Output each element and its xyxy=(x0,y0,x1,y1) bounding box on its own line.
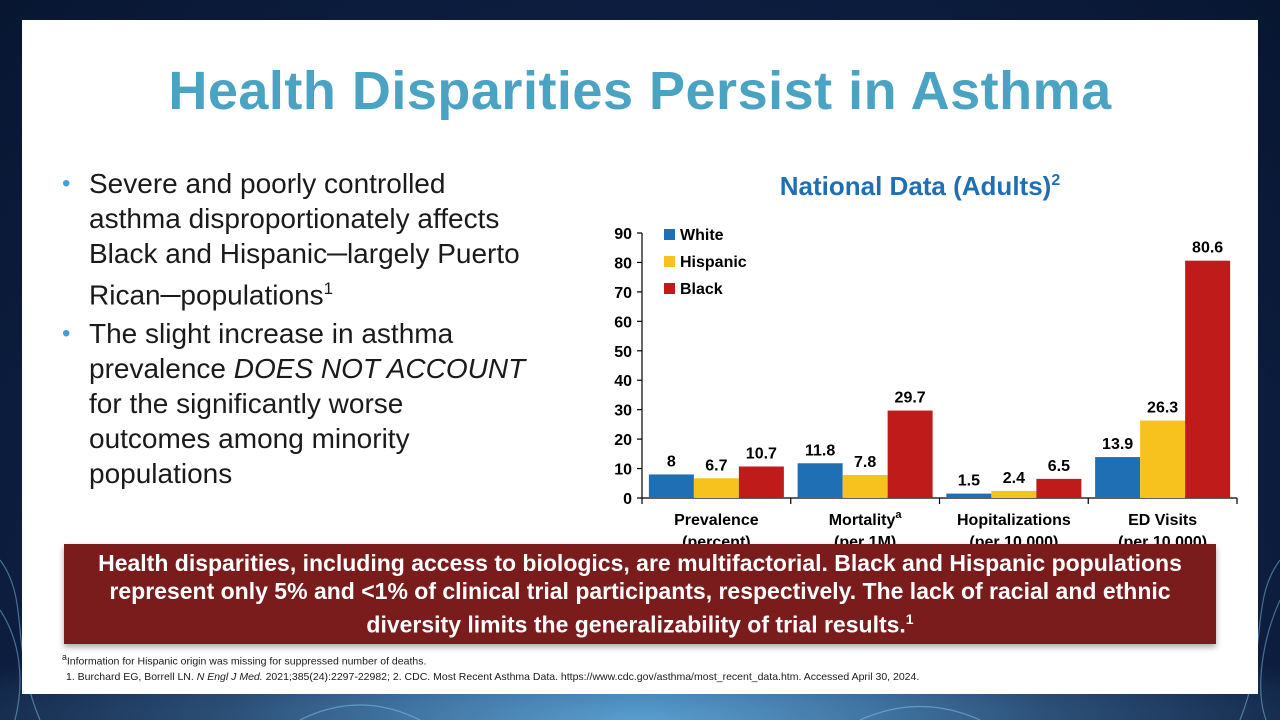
chart-title: National Data (Adults)2 xyxy=(780,171,1061,201)
bullet-item: • Severe and poorly controlled asthma dis… xyxy=(62,166,532,312)
y-tick-label: 10 xyxy=(614,462,632,479)
legend-label-white: White xyxy=(680,227,724,244)
bar-value-label: 7.8 xyxy=(854,454,876,471)
reference-text: 2021;385(24):2297-22982; 2. CDC. Most Re… xyxy=(262,671,920,683)
reference-journal: N Engl J Med. xyxy=(196,671,263,683)
bar-hispanic xyxy=(693,478,739,498)
x-category-label: ED Visits xyxy=(1128,512,1197,529)
y-tick-label: 30 xyxy=(614,403,632,420)
bar-value-label: 2.4 xyxy=(1003,470,1025,487)
footnote: aInformation for Hispanic origin was mis… xyxy=(62,652,426,668)
legend-swatch-hispanic xyxy=(664,256,675,267)
y-tick-label: 80 xyxy=(614,255,632,272)
y-tick-label: 70 xyxy=(614,285,632,302)
bar-black xyxy=(1185,260,1231,498)
bar-white xyxy=(648,474,694,498)
bar-hispanic xyxy=(842,475,888,498)
bar-white xyxy=(797,463,843,498)
y-tick-label: 50 xyxy=(614,344,632,361)
callout-text: Health disparities, including access to … xyxy=(98,550,1182,638)
bar-value-label: 13.9 xyxy=(1102,436,1133,453)
reference-text: 1. Burchard EG, Borrell LN. xyxy=(66,671,197,683)
y-tick-label: 40 xyxy=(614,373,632,390)
bullet-text: Severe and poorly controlled asthma disp… xyxy=(89,168,520,311)
bar-value-label: 11.8 xyxy=(805,442,835,459)
bar-hispanic xyxy=(991,490,1037,498)
y-tick-label: 20 xyxy=(614,432,632,449)
bullet-text: The slight increase in asthma prevalence xyxy=(89,318,454,385)
footnote-text: Information for Hispanic origin was miss… xyxy=(66,655,427,668)
bar-white xyxy=(1095,457,1141,498)
y-tick-label: 60 xyxy=(614,314,632,331)
bar-value-label: 26.3 xyxy=(1147,400,1178,417)
key-message-callout: Health disparities, including access to … xyxy=(64,544,1216,644)
bar-white xyxy=(946,493,992,498)
legend-label-black: Black xyxy=(680,281,723,298)
bar-black xyxy=(887,410,933,498)
bar-value-label: 10.7 xyxy=(746,445,777,462)
bullet-emphasis: DOES NOT ACCOUNT xyxy=(233,353,526,385)
bar-value-label: 6.7 xyxy=(705,457,727,474)
x-category-label: Hopitalizations xyxy=(957,512,1071,529)
callout-citation: 1 xyxy=(905,611,914,628)
legend-swatch-black xyxy=(664,283,675,294)
bullet-dot-icon: • xyxy=(62,320,71,348)
chart-title-citation: 2 xyxy=(1051,172,1060,189)
x-category-label: Mortalitya xyxy=(829,509,903,529)
bar-chart: National Data (Adults)2 0 10 20 30 40 50 60 70 8… xyxy=(614,171,1238,551)
bar-value-label: 80.6 xyxy=(1192,240,1223,257)
bar-black xyxy=(738,466,784,498)
slide-panel: Health Disparities Persist in Asthma • Se… xyxy=(22,20,1258,694)
legend-swatch-white xyxy=(664,229,675,240)
bullet-item: • The slight increase in asthma prevalenc… xyxy=(62,316,532,491)
bar-black xyxy=(1036,478,1082,498)
y-tick-label: 90 xyxy=(614,226,632,243)
chart-title-text: National Data (Adults) xyxy=(780,171,1052,201)
bullet-citation: 1 xyxy=(323,279,334,298)
legend-label-hispanic: Hispanic xyxy=(680,254,747,271)
bar-value-label: 29.7 xyxy=(895,390,926,407)
bullet-text: for the significantly worse outcomes amo… xyxy=(89,388,410,490)
x-category-footnote-mark: a xyxy=(895,509,902,521)
bar-value-label: 6.5 xyxy=(1048,458,1070,475)
x-category-label: Prevalence xyxy=(674,512,759,529)
slide-title: Health Disparities Persist in Asthma xyxy=(168,61,1112,121)
references: 1. Burchard EG, Borrell LN. N Engl J Med… xyxy=(66,671,919,683)
bar-value-label: 8 xyxy=(667,453,676,470)
footnote-mark: a xyxy=(62,652,67,662)
bar-value-label: 1.5 xyxy=(958,473,980,490)
bullet-dot-icon: • xyxy=(62,170,71,197)
y-tick-label: 0 xyxy=(623,491,632,508)
bar-hispanic xyxy=(1140,420,1186,498)
bullet-list: • Severe and poorly controlled asthma dis… xyxy=(62,166,532,495)
